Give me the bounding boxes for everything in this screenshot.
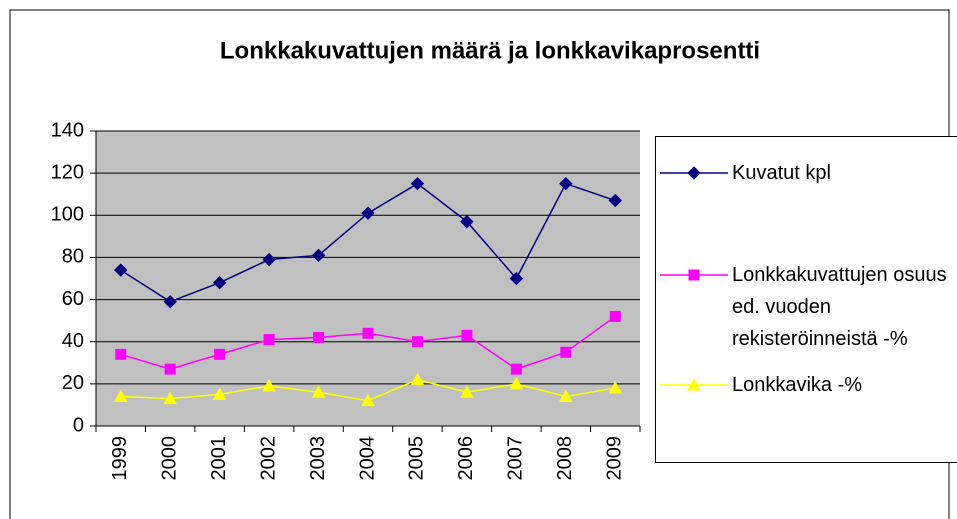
y-tick-label: 80 [62, 246, 84, 268]
point [212, 387, 227, 400]
legend-label: Lonkkavika -% [732, 374, 863, 396]
x-tick-label: 1999 [109, 436, 131, 481]
point [164, 363, 176, 375]
y-tick-label: 20 [62, 372, 84, 394]
y-tick-label: 40 [62, 330, 84, 352]
point [212, 276, 227, 290]
legend-swatch [660, 166, 728, 180]
point [558, 389, 573, 402]
point [460, 214, 474, 229]
legend-entry: Lonkkakuvattujen osuus ed. vuoden rekist… [656, 259, 957, 355]
legend-entry: Lonkkavika -% [656, 369, 957, 401]
y-tick-label: 0 [73, 414, 84, 436]
plot-area [96, 131, 640, 426]
point [560, 346, 572, 358]
point [262, 378, 276, 392]
legend-entry: Kuvatut kpl [656, 157, 957, 189]
point [609, 310, 621, 322]
point [163, 294, 177, 309]
point [509, 376, 524, 390]
x-tick-label: 2000 [158, 436, 180, 481]
x-tick-label: 2005 [406, 436, 428, 481]
x-tick-label: 2006 [455, 436, 477, 481]
y-tick-label: 100 [51, 204, 84, 226]
x-tick-label: 2007 [505, 436, 527, 481]
y-tick-label: 140 [51, 119, 84, 141]
chart-title: Lonkkakuvattujen määrä ja lonkkavikapros… [220, 37, 760, 64]
point [214, 348, 226, 360]
x-tick-label: 2008 [554, 436, 576, 481]
point [115, 348, 127, 360]
point [411, 336, 423, 348]
marker [688, 269, 700, 281]
point [461, 329, 473, 341]
point [114, 263, 128, 277]
point [510, 363, 522, 375]
point [608, 193, 622, 208]
point [263, 334, 275, 346]
point [362, 327, 374, 339]
legend: Kuvatut kpl Lonkkakuvattujen osuus ed. vu… [655, 136, 957, 463]
point [460, 385, 474, 398]
point [410, 372, 425, 386]
point [509, 271, 524, 286]
point [361, 393, 375, 407]
y-tick-label: 120 [51, 161, 84, 183]
point [262, 252, 276, 267]
legend-label: Kuvatut kpl [732, 162, 831, 184]
point [311, 385, 326, 398]
y-tick-label: 60 [62, 288, 84, 310]
point [559, 176, 573, 191]
point [163, 391, 178, 405]
point [410, 176, 425, 191]
x-tick-label: 2003 [307, 436, 329, 481]
point [313, 332, 325, 343]
x-tick-label: 2002 [257, 436, 279, 481]
legend-swatch [660, 377, 728, 391]
x-tick-label: 2004 [356, 436, 378, 481]
x-tick-label: 2009 [604, 436, 626, 481]
marker [687, 166, 701, 180]
point [113, 389, 128, 402]
marker [687, 377, 701, 391]
point [608, 381, 623, 394]
legend-label: Lonkkakuvattujen osuus ed. vuoden rekist… [732, 264, 947, 350]
point [361, 206, 375, 220]
legend-swatch [660, 269, 728, 281]
point [311, 248, 326, 263]
x-tick-label: 2001 [208, 436, 230, 481]
